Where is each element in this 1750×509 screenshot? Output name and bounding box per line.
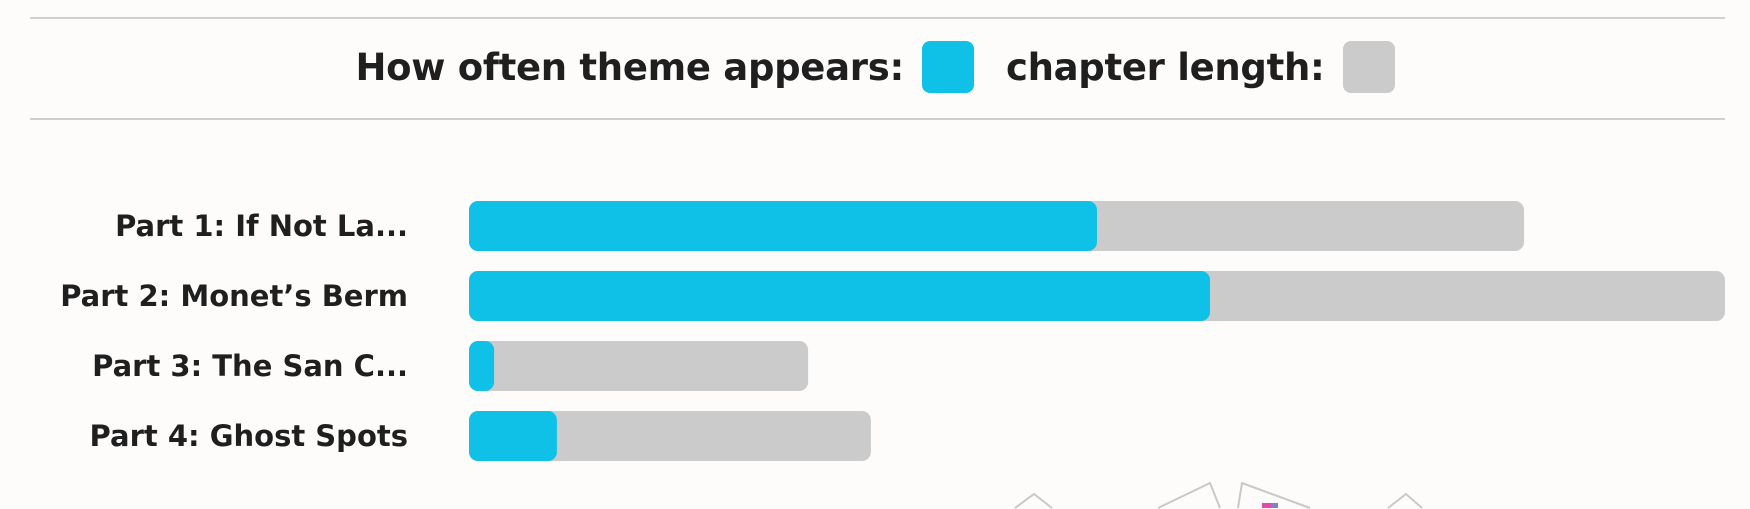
category-label: Part 2: Monet’s Berm xyxy=(60,279,408,313)
legend-length-label: chapter length: xyxy=(1005,45,1325,89)
top-divider xyxy=(30,17,1725,19)
book-stack-illustration xyxy=(1014,481,1423,509)
legend-frequency-label: How often theme appears: xyxy=(355,45,904,89)
category-label: Part 1: If Not La... xyxy=(115,209,408,243)
legend-frequency-swatch xyxy=(921,41,974,93)
legend-item-frequency: How often theme appears: xyxy=(355,41,974,93)
legend: How often theme appears: chapter length: xyxy=(0,40,1750,94)
theme-frequency-bar xyxy=(469,411,557,461)
theme-frequency-bar xyxy=(469,271,1211,321)
theme-frequency-bar xyxy=(469,201,1097,251)
category-label: Part 4: Ghost Spots xyxy=(90,419,408,453)
category-label: Part 3: The San C... xyxy=(92,349,408,383)
chapter-length-bar xyxy=(469,411,871,461)
legend-item-length: chapter length: xyxy=(1006,41,1395,93)
bottom-divider xyxy=(30,118,1725,120)
theme-frequency-bar xyxy=(469,341,495,391)
chapter-length-bar xyxy=(469,341,809,391)
legend-length-swatch xyxy=(1342,41,1395,93)
